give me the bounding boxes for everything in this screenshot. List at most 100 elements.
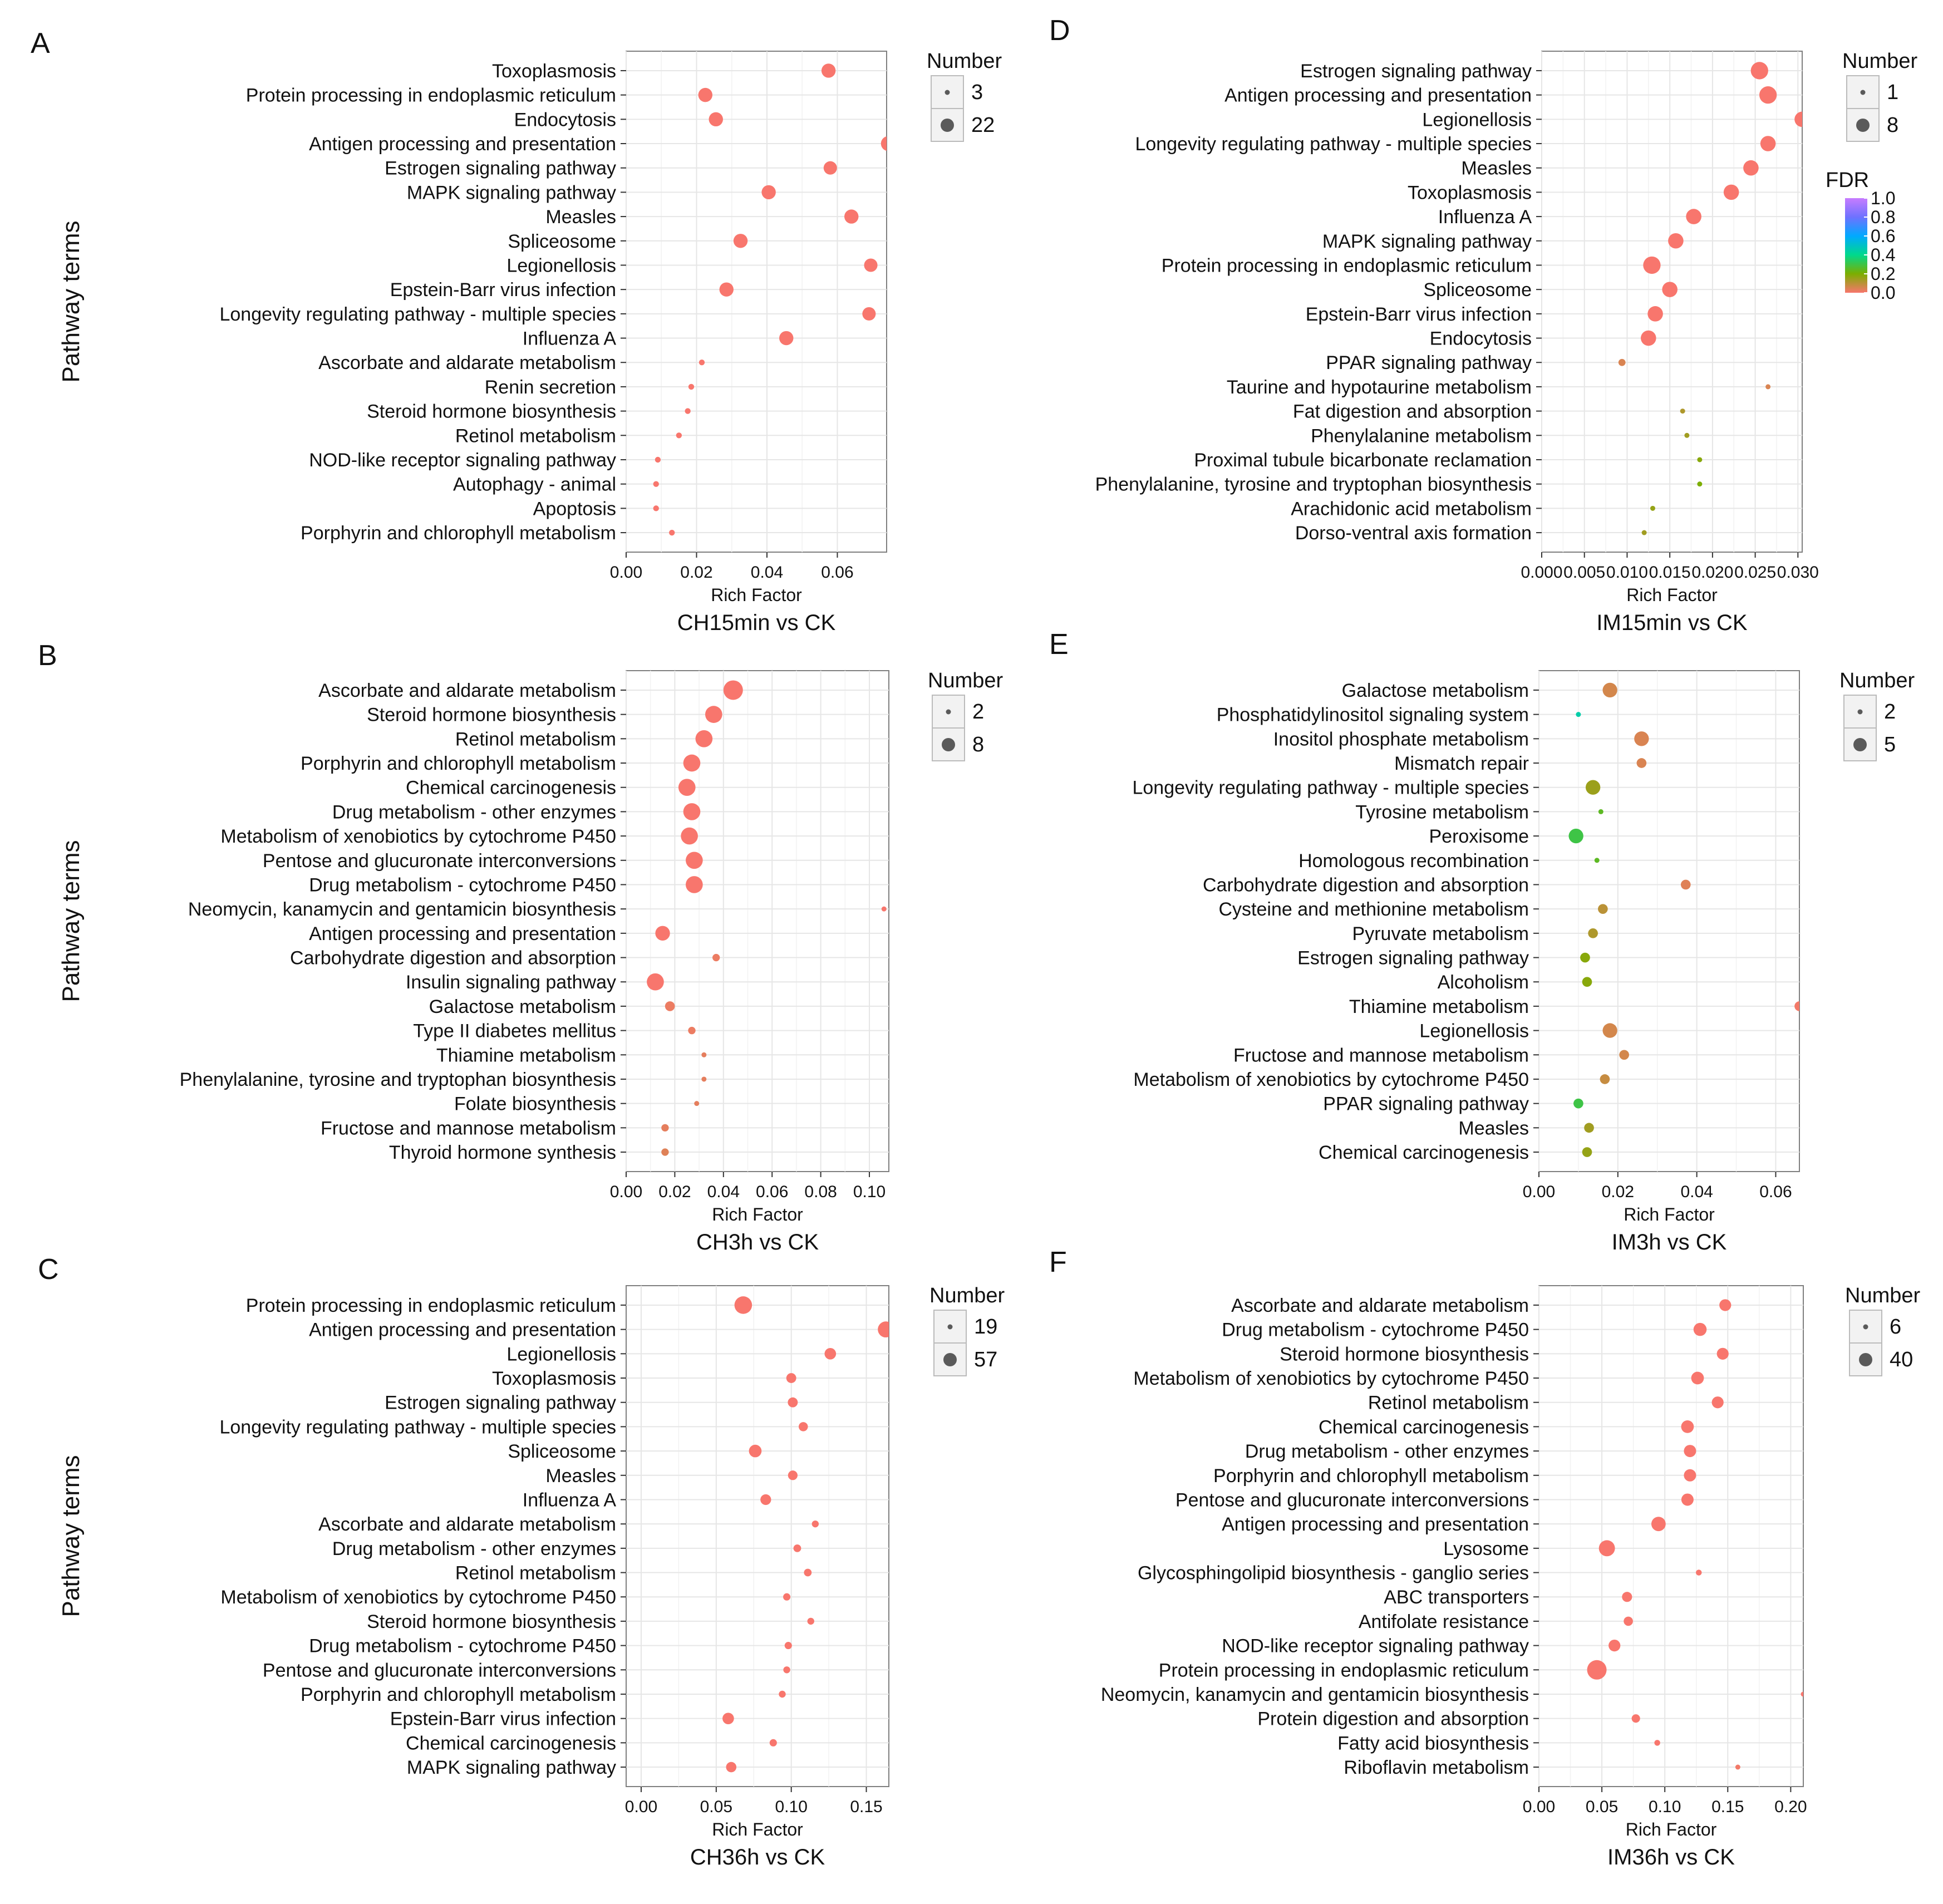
y-tick-label: Toxoplasmosis xyxy=(492,1368,616,1389)
y-tick-label: Apoptosis xyxy=(533,498,616,519)
y-tick-label: Fructose and mannose metabolism xyxy=(1233,1045,1529,1066)
y-tick-label: Ascorbate and aldarate metabolism xyxy=(318,680,616,701)
x-tick-label: 0.020 xyxy=(1691,563,1733,582)
y-tick-label: Ascorbate and aldarate metabolism xyxy=(318,352,616,373)
data-point xyxy=(749,1444,762,1458)
x-tick-label: 0.06 xyxy=(756,1183,788,1201)
y-tick-label: Influenza A xyxy=(523,328,617,350)
data-point xyxy=(824,1348,837,1360)
data-point xyxy=(823,161,837,175)
y-tick-label: Porphyrin and chlorophyll metabolism xyxy=(301,753,616,774)
data-point xyxy=(726,1762,737,1773)
y-tick-label: Epstein-Barr virus infection xyxy=(1306,304,1532,325)
x-tick-label: 0.02 xyxy=(680,563,712,582)
points-layer xyxy=(1568,682,1799,1157)
data-point xyxy=(807,1617,814,1625)
y-tick-label: Longevity regulating pathway - multiple … xyxy=(1135,134,1532,155)
data-point xyxy=(695,730,713,747)
x-tick-label: 0.030 xyxy=(1777,563,1819,582)
data-point xyxy=(683,803,701,820)
y-tick-label: Drug metabolism - other enzymes xyxy=(332,801,616,823)
data-point xyxy=(1654,1740,1660,1746)
y-tick-label: NOD-like receptor signaling pathway xyxy=(1222,1636,1529,1657)
y-tick-label: Retinol metabolism xyxy=(455,1563,616,1584)
panel-title: CH15min vs CK xyxy=(677,611,836,635)
data-point xyxy=(1681,1420,1694,1433)
legend-size-small-label: 19 xyxy=(974,1315,997,1339)
data-point xyxy=(685,408,691,414)
y-tick-label: Legionellosis xyxy=(1419,1021,1529,1042)
x-tick-label: 0.000 xyxy=(1521,563,1562,582)
y-tick-label: Tyrosine metabolism xyxy=(1355,801,1529,823)
data-point xyxy=(1794,111,1802,127)
legend-title-number: Number xyxy=(928,669,1003,692)
data-point xyxy=(688,383,695,390)
legend-size-small-label: 2 xyxy=(1884,700,1896,724)
legend-size-large-label: 22 xyxy=(971,114,995,137)
y-tick-label: Toxoplasmosis xyxy=(1408,182,1532,203)
data-point xyxy=(1598,809,1603,814)
plot-area xyxy=(626,51,887,553)
x-tick-label: 0.10 xyxy=(853,1183,886,1201)
y-tick-label: PPAR signaling pathway xyxy=(1326,352,1532,373)
data-point xyxy=(1619,1050,1629,1060)
data-point xyxy=(709,112,723,127)
y-tick-label: Legionellosis xyxy=(506,1344,616,1365)
y-tick-label: PPAR signaling pathway xyxy=(1323,1094,1529,1115)
data-point xyxy=(1743,160,1759,176)
data-point xyxy=(681,827,698,845)
data-point xyxy=(734,1296,752,1314)
y-tick-label: Spliceosome xyxy=(1423,279,1532,301)
y-tick-label: Measles xyxy=(545,1465,616,1487)
data-point xyxy=(1598,1540,1615,1557)
data-point xyxy=(719,282,734,297)
x-tick-label: 0.02 xyxy=(1602,1183,1634,1201)
y-tick-label: Drug metabolism - other enzymes xyxy=(1245,1441,1529,1462)
data-point xyxy=(786,1373,796,1383)
y-tick-label: Spliceosome xyxy=(508,231,616,252)
y-tick-label: Phenylalanine, tyrosine and tryptophan b… xyxy=(180,1069,616,1090)
x-tick-label: 0.00 xyxy=(610,563,642,582)
y-tick-label: Carbohydrate digestion and absorption xyxy=(290,948,616,969)
y-tick-label: Toxoplasmosis xyxy=(492,61,616,82)
y-tick-label: Phosphatidylinositol signaling system xyxy=(1217,705,1529,726)
y-tick-label: MAPK signaling pathway xyxy=(407,1757,616,1778)
x-axis-label: Rich Factor xyxy=(1626,1819,1717,1839)
y-tick-label: Measles xyxy=(1458,1118,1529,1139)
y-tick-label: Metabolism of xenobiotics by cytochrome … xyxy=(1133,1069,1529,1090)
y-tick-label: Thiamine metabolism xyxy=(436,1045,616,1066)
data-point xyxy=(655,456,661,463)
data-point xyxy=(1587,1660,1607,1680)
data-point xyxy=(1580,952,1590,963)
data-point xyxy=(788,1470,798,1480)
legend-size-large xyxy=(1853,738,1867,751)
data-point xyxy=(678,779,696,796)
legend-size-small xyxy=(945,90,950,95)
x-tick-label: 0.10 xyxy=(1649,1798,1681,1816)
x-tick-label: 0.005 xyxy=(1563,563,1605,582)
x-tick-label: 0.010 xyxy=(1606,563,1648,582)
y-tick-label: Pentose and glucuronate interconversions xyxy=(263,850,616,872)
y-tick-label: Thiamine metabolism xyxy=(1349,996,1529,1017)
data-point xyxy=(783,1666,790,1674)
data-point xyxy=(1600,1074,1610,1084)
data-point xyxy=(686,876,703,893)
x-tick-label: 0.04 xyxy=(751,563,783,582)
data-point xyxy=(686,852,703,869)
y-tick-label: Estrogen signaling pathway xyxy=(1300,61,1532,82)
data-point xyxy=(1602,1023,1617,1038)
y-tick-label: Pentose and glucuronate interconversions xyxy=(263,1660,616,1681)
legend-size-large xyxy=(1859,1353,1872,1366)
x-tick-label: 0.10 xyxy=(775,1798,807,1816)
y-tick-label: Arachidonic acid metabolism xyxy=(1291,498,1532,519)
y-tick-label: Porphyrin and chlorophyll metabolism xyxy=(1213,1465,1529,1487)
data-point xyxy=(653,505,659,511)
y-tick-label: Retinol metabolism xyxy=(455,729,616,750)
data-point xyxy=(1684,1469,1696,1482)
x-tick-label: 0.15 xyxy=(850,1798,882,1816)
panel-letter: B xyxy=(38,639,57,672)
y-tick-label: Protein digestion and absorption xyxy=(1257,1709,1529,1730)
y-tick-label: Steroid hormone biosynthesis xyxy=(1280,1344,1529,1365)
data-point xyxy=(723,680,743,700)
